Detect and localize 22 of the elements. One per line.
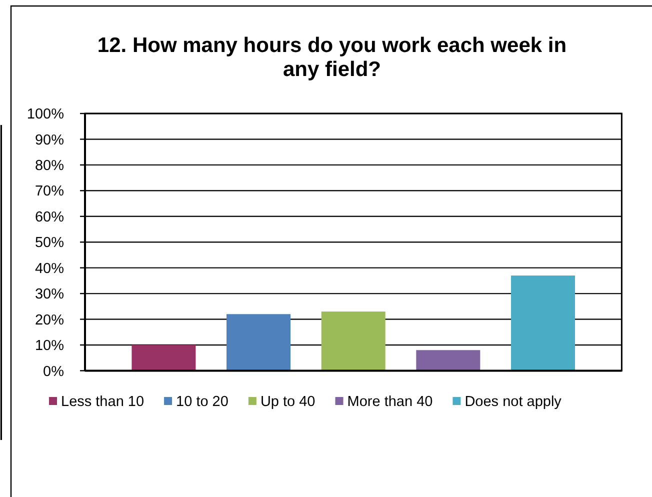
y-tick-label: 80% — [34, 158, 64, 174]
y-tick-label: 20% — [34, 312, 64, 328]
legend-label: Up to 40 — [260, 394, 316, 410]
y-tick-label: 40% — [34, 260, 64, 277]
y-tick-label: 70% — [34, 184, 64, 200]
bar — [321, 312, 386, 371]
legend-label: 10 to 20 — [176, 394, 228, 410]
legend-label: Does not apply — [464, 394, 562, 410]
y-tick-label: 60% — [34, 209, 64, 226]
y-tick-label: 100% — [26, 106, 64, 123]
bar — [132, 344, 196, 371]
y-tick-label: 10% — [34, 338, 64, 354]
y-tick-label: 0% — [43, 364, 64, 380]
legend-label: More than 40 — [347, 394, 433, 410]
y-tick-label: 30% — [34, 286, 64, 303]
bar — [510, 276, 575, 371]
legend-label: Less than 10 — [61, 394, 144, 410]
y-tick-label: 50% — [34, 235, 64, 252]
chart-title: 12. How many hours do you work each week in any field? — [97, 34, 567, 81]
bar — [416, 350, 480, 371]
y-tick-label: 90% — [34, 132, 64, 148]
bar — [226, 314, 291, 371]
